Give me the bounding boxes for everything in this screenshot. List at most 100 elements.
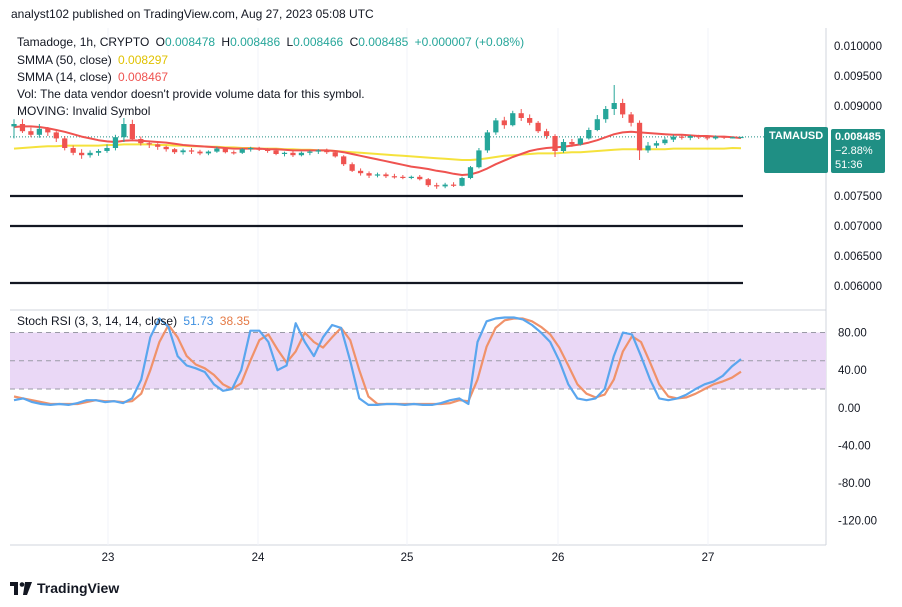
candle-body bbox=[205, 151, 212, 154]
candle-body bbox=[256, 148, 262, 150]
candle-body bbox=[476, 150, 482, 168]
candle-body bbox=[163, 146, 169, 150]
candle-body bbox=[636, 122, 643, 151]
candle-body bbox=[70, 148, 76, 153]
tradingview-brand: TradingView bbox=[37, 580, 120, 596]
symbol-legend: Tamadoge, 1h, CRYPTO O0.008478 H0.008486… bbox=[17, 35, 527, 49]
candle-body bbox=[121, 124, 127, 138]
time-axis-tick-label: 24 bbox=[252, 552, 265, 564]
volume-message: Vol: The data vendor doesn't provide vol… bbox=[17, 87, 365, 101]
stoch-axis-tick-label: -80.00 bbox=[838, 478, 871, 490]
candle-body bbox=[442, 184, 448, 187]
ohlc-high-label: H bbox=[221, 35, 231, 49]
candle-body bbox=[391, 176, 398, 178]
candle-body bbox=[188, 150, 195, 152]
candle-body bbox=[273, 150, 279, 154]
candle-body bbox=[146, 143, 152, 145]
candle-body bbox=[383, 174, 389, 177]
candle-body bbox=[62, 138, 68, 148]
candle-body bbox=[95, 151, 102, 153]
candle-body bbox=[53, 132, 59, 139]
tradingview-logo[interactable]: TradingView bbox=[10, 580, 119, 596]
stoch-axis-tick-label: 40.00 bbox=[838, 365, 867, 377]
candle-body bbox=[527, 118, 533, 123]
symbol-title[interactable]: Tamadoge, 1h, CRYPTO bbox=[17, 35, 150, 49]
ohlc-open-label: O bbox=[155, 35, 165, 49]
price-axis-tick-label: 0.007000 bbox=[834, 221, 882, 233]
stoch-axis-tick-label: 80.00 bbox=[838, 328, 867, 340]
candle-body bbox=[704, 137, 710, 139]
candle-body bbox=[87, 152, 93, 156]
price-axis-tick-label: 0.007500 bbox=[834, 191, 882, 203]
candle-body bbox=[518, 113, 524, 118]
candle-body bbox=[281, 152, 288, 154]
candle-body bbox=[19, 124, 26, 132]
candle-body bbox=[138, 139, 144, 144]
sma14-value: 0.008467 bbox=[118, 70, 169, 84]
sma50-label: SMMA (50, close) bbox=[17, 53, 112, 67]
candle-body bbox=[374, 174, 381, 176]
candle-body bbox=[603, 109, 609, 120]
candle-body bbox=[214, 148, 220, 152]
candle-body bbox=[366, 173, 372, 176]
candle-body bbox=[231, 152, 237, 154]
time-axis-tick-label: 23 bbox=[102, 552, 115, 564]
volume-legend: Vol: The data vendor doesn't provide vol… bbox=[17, 87, 368, 101]
candle-body bbox=[425, 179, 431, 186]
candle-body bbox=[155, 144, 161, 147]
time-axis-tick-label: 26 bbox=[552, 552, 565, 564]
candle-body bbox=[357, 170, 364, 174]
stoch-k-value: 51.73 bbox=[183, 314, 214, 328]
candle-body bbox=[180, 150, 186, 153]
price-axis-tick-label: 0.006500 bbox=[834, 251, 882, 263]
sma14-legend[interactable]: SMMA (14, close) 0.008467 bbox=[17, 70, 171, 84]
candle-body bbox=[11, 124, 17, 127]
stoch-d-value: 38.35 bbox=[219, 314, 250, 328]
candle-body bbox=[543, 131, 550, 136]
ohlc-high: 0.008486 bbox=[230, 35, 281, 49]
moving-legend: MOVING: Invalid Symbol bbox=[17, 104, 153, 118]
candle-body bbox=[696, 136, 702, 138]
candle-body bbox=[349, 164, 355, 171]
candle-body bbox=[484, 132, 491, 151]
price-tag-change: −2.88% bbox=[835, 145, 873, 157]
ohlc-close-label: C bbox=[349, 35, 359, 49]
candle-body bbox=[594, 119, 600, 130]
candle-body bbox=[560, 142, 567, 151]
candle-body bbox=[239, 149, 245, 153]
candle-body bbox=[129, 124, 135, 139]
candle-body bbox=[679, 136, 685, 138]
stoch-rsi-legend[interactable]: Stoch RSI (3, 3, 14, 14, close) 51.73 38… bbox=[17, 314, 253, 328]
sma50-legend[interactable]: SMMA (50, close) 0.008297 bbox=[17, 53, 171, 67]
ohlc-open: 0.008478 bbox=[164, 35, 216, 49]
candle-body bbox=[112, 137, 119, 148]
candle-body bbox=[315, 150, 321, 152]
candle-body bbox=[628, 114, 634, 123]
candle-body bbox=[670, 136, 676, 140]
candle-body bbox=[298, 152, 305, 156]
stoch-axis-tick-label: -40.00 bbox=[838, 440, 871, 452]
candle-body bbox=[450, 184, 457, 186]
candle-body bbox=[620, 103, 626, 115]
stoch-axis-tick-label: -120.00 bbox=[838, 516, 877, 528]
candle-body bbox=[417, 176, 423, 180]
price-axis-tick-label: 0.009000 bbox=[834, 101, 882, 113]
candle-body bbox=[493, 120, 499, 133]
candle-body bbox=[28, 131, 34, 135]
candle-body bbox=[171, 149, 178, 153]
time-axis-tick-label: 27 bbox=[702, 552, 715, 564]
candle-body bbox=[687, 136, 693, 138]
candle-body bbox=[341, 156, 347, 165]
candle-body bbox=[222, 148, 228, 153]
stoch-k-line bbox=[13, 316, 742, 406]
candle-body bbox=[104, 148, 110, 151]
price-axis-tick-label: 0.006000 bbox=[834, 281, 882, 293]
price-axis-tick-label: 0.009500 bbox=[834, 71, 882, 83]
ohlc-close: 0.008485 bbox=[358, 35, 409, 49]
time-axis-tick-label: 25 bbox=[401, 552, 414, 564]
candle-body bbox=[611, 103, 617, 109]
ohlc-change: +0.000007 (+0.08%) bbox=[414, 35, 525, 49]
candle-body bbox=[400, 176, 406, 178]
publisher-header: analyst102 published on TradingView.com,… bbox=[11, 7, 374, 21]
